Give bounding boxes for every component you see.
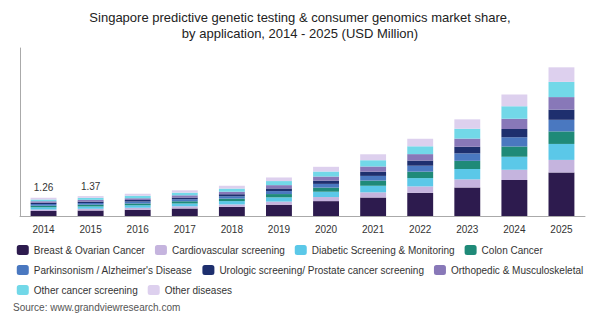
svg-text:2021: 2021	[362, 224, 385, 235]
svg-text:Parkinsonism / Alzheimer's Dis: Parkinsonism / Alzheimer's Disease	[34, 265, 193, 276]
svg-text:2014: 2014	[32, 224, 55, 235]
svg-text:2019: 2019	[268, 224, 291, 235]
svg-text:2016: 2016	[127, 224, 150, 235]
svg-text:2025: 2025	[550, 224, 573, 235]
svg-text:Urologic screening/ Prostate c: Urologic screening/ Prostate cancer scre…	[219, 265, 424, 276]
svg-text:Orthopedic & Musculoskeletal: Orthopedic & Musculoskeletal	[451, 265, 583, 276]
svg-text:2024: 2024	[503, 224, 526, 235]
svg-text:1.26: 1.26	[34, 182, 54, 193]
svg-text:Breast & Ovarian Cancer: Breast & Ovarian Cancer	[34, 245, 146, 256]
svg-text:2018: 2018	[221, 224, 244, 235]
svg-text:Cardiovascular screening: Cardiovascular screening	[172, 245, 285, 256]
svg-text:2022: 2022	[409, 224, 432, 235]
svg-text:Source: www.grandviewresearch.: Source: www.grandviewresearch.com	[13, 302, 180, 313]
svg-text:1.37: 1.37	[81, 181, 101, 192]
svg-text:2023: 2023	[456, 224, 479, 235]
svg-text:Other diseases: Other diseases	[165, 285, 232, 296]
svg-text:Singapore predictive genetic t: Singapore predictive genetic testing & c…	[89, 10, 510, 25]
svg-text:2015: 2015	[80, 224, 103, 235]
svg-text:2020: 2020	[315, 224, 338, 235]
svg-text:Colon Cancer: Colon Cancer	[482, 245, 544, 256]
svg-text:2017: 2017	[174, 224, 197, 235]
svg-text:Diabetic Screening & Monitorin: Diabetic Screening & Monitoring	[312, 245, 455, 256]
svg-text:Other cancer screening: Other cancer screening	[34, 285, 138, 296]
svg-text:by application, 2014 - 2025 (U: by application, 2014 - 2025 (USD Million…	[182, 26, 418, 41]
